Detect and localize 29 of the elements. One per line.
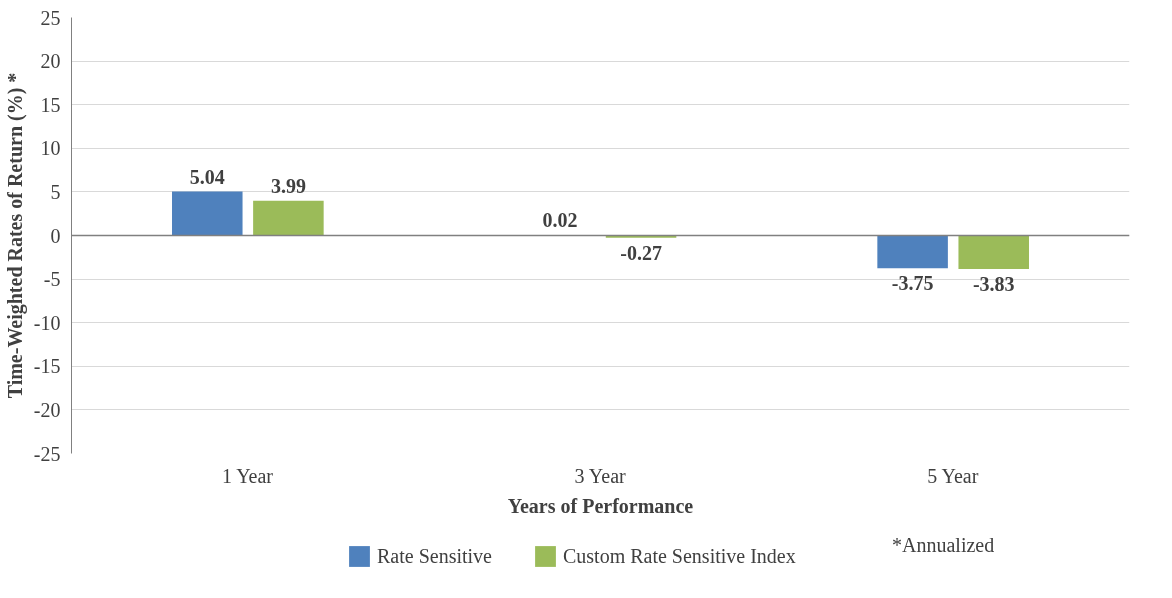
y-tick-label: -25 [33,442,61,465]
text: *Annualized [892,533,995,556]
data-label: -3.83 [972,272,1015,295]
bar [958,235,1029,269]
x-tick-label: 5 Year [927,464,979,487]
data-label: -0.27 [620,241,662,264]
y-tick-label: 5 [50,180,61,203]
bar [253,200,324,236]
x-axis-title: Years of Performance [507,494,694,517]
data-label: 0.02 [542,209,578,232]
x-tick-label: 3 Year [574,464,627,487]
y-tick-label: -20 [33,398,61,421]
data-label: 3.99 [270,174,306,197]
y-tick-label: -5 [43,268,61,291]
y-tick-label: 15 [40,93,61,116]
y-tick-label: 10 [40,137,61,160]
y-axis-title: Time-Weighted Rates of Return (%) * [3,72,27,399]
x-tick-label: 1 Year [221,464,274,487]
bar [877,235,948,269]
y-tick-label: 20 [40,50,61,73]
y-tick-label: 25 [40,6,61,29]
legend-label: Custom Rate Sensitive Index [562,544,796,568]
legend-label: Rate Sensitive [377,544,492,568]
y-tick-label: -10 [33,311,61,334]
data-label: 5.04 [189,165,225,188]
y-tick-label: 0 [50,224,61,247]
bar [172,191,243,236]
y-tick-label: -15 [33,355,61,378]
data-label: -3.75 [891,272,934,295]
